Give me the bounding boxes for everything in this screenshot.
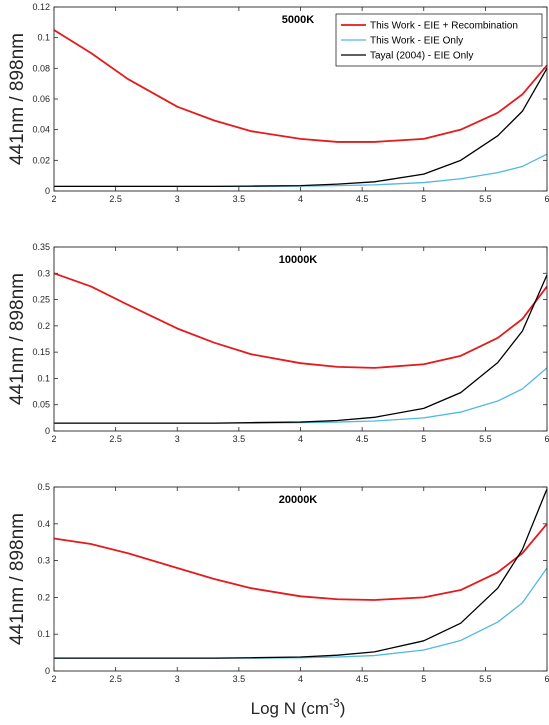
legend-label: This Work - EIE + Recombination — [370, 21, 518, 32]
x-tick-label: 2 — [51, 674, 56, 684]
y-tick-label: 0.04 — [32, 125, 50, 135]
x-tick-label: 4.5 — [356, 194, 369, 204]
x-tick-label: 2 — [51, 434, 56, 444]
panel-title: 5000K — [282, 14, 314, 26]
panel-title: 20000K — [279, 494, 318, 506]
legend: This Work - EIE + Recombination This Work… — [335, 13, 543, 67]
y-tick-label: 0.5 — [37, 482, 50, 492]
y-axis-label: 441nm / 898nm — [7, 513, 28, 645]
x-tick-label: 5.5 — [479, 674, 492, 684]
x-tick-label: 6 — [544, 434, 549, 444]
y-tick-label: 0 — [45, 666, 50, 676]
y-tick-label: 0.1 — [37, 629, 50, 639]
y-axis-label: 441nm / 898nm — [7, 273, 28, 405]
y-tick-label: 0.4 — [37, 519, 50, 529]
x-tick-label: 3.5 — [233, 194, 246, 204]
series-line-tayal-2004-eie-only — [54, 488, 548, 659]
y-tick-label: 0 — [45, 426, 50, 436]
x-tick-label: 3 — [175, 674, 180, 684]
plot-area — [54, 247, 547, 431]
x-tick-label: 4.5 — [356, 434, 369, 444]
x-tick-label: 4.5 — [356, 674, 369, 684]
y-tick-label: 0.08 — [32, 63, 50, 73]
series-line-this-work-eie-recombination — [53, 272, 548, 369]
x-tick-label: 5.5 — [479, 194, 492, 204]
y-tick-label: 0.06 — [32, 94, 50, 104]
x-tick-label: 3 — [175, 194, 180, 204]
x-tick-label: 5.5 — [479, 434, 492, 444]
y-axis-label: 441nm / 898nm — [7, 33, 28, 165]
y-tick-label: 0.2 — [37, 592, 50, 602]
plot-area — [54, 487, 547, 671]
series-line-tayal-2004-eie-only — [54, 68, 548, 188]
legend-label: Tayal (2004) - EIE Only — [370, 51, 473, 62]
y-tick-label: 0.2 — [37, 321, 50, 331]
panel-20000k: 2 2.5 3 3.5 4 4.5 5 5.5 6 0 0.1 0.2 0.3 0.4 0.5 20000K 4… — [7, 482, 549, 684]
x-tick-label: 5 — [421, 194, 426, 204]
y-tick-label: 0.15 — [32, 347, 50, 357]
x-tick-label: 2 — [51, 194, 56, 204]
y-tick-label: 0.3 — [37, 556, 50, 566]
x-tick-label: 2.5 — [109, 674, 122, 684]
y-tick-label: 0.35 — [32, 242, 50, 252]
x-tick-label: 2.5 — [109, 434, 122, 444]
y-tick-label: 0.12 — [32, 2, 50, 12]
x-tick-label: 4 — [298, 434, 303, 444]
x-tick-label: 5 — [421, 434, 426, 444]
y-tick-label: 0.25 — [32, 295, 50, 305]
y-tick-label: 0 — [45, 186, 50, 196]
panel-10000k: 2 2.5 3 3.5 4 4.5 5 5.5 6 0 0.05 0.1 0.15 0.2 0.25 0.3 0… — [7, 242, 549, 444]
x-tick-label: 6 — [544, 674, 549, 684]
x-tick-label: 3.5 — [233, 674, 246, 684]
x-tick-label: 4 — [298, 194, 303, 204]
legend-box — [335, 13, 543, 67]
series-line-tayal-2004-eie-only — [54, 274, 548, 424]
legend-label: This Work - EIE Only — [370, 36, 463, 47]
x-axis-label-superscript: -3 — [329, 696, 340, 710]
y-tick-label: 0.05 — [32, 400, 50, 410]
y-tick-label: 0.1 — [37, 33, 50, 43]
x-tick-label: 3.5 — [233, 434, 246, 444]
axes-frame — [53, 486, 548, 672]
axes-frame — [53, 6, 548, 192]
y-tick-label: 0.3 — [37, 268, 50, 278]
x-tick-label: 3 — [175, 434, 180, 444]
x-tick-label: 4 — [298, 674, 303, 684]
series-line-this-work-eie-recombination — [53, 523, 548, 601]
series-line-this-work-eie-recombination — [53, 29, 548, 143]
axes-frame — [53, 246, 548, 432]
y-tick-label: 0.1 — [37, 373, 50, 383]
y-tick-label: 0.02 — [32, 155, 50, 165]
panel-5000k: 2 2.5 3 3.5 4 4.5 5 5.5 6 0 0.02 0.04 0.06 0.08 0.1 0.1… — [7, 2, 549, 204]
panel-title: 10000K — [279, 254, 318, 266]
x-tick-label: 2.5 — [109, 194, 122, 204]
x-tick-label: 6 — [544, 194, 549, 204]
x-axis-label: Log N (cm-3) — [251, 696, 346, 718]
x-tick-label: 5 — [421, 674, 426, 684]
